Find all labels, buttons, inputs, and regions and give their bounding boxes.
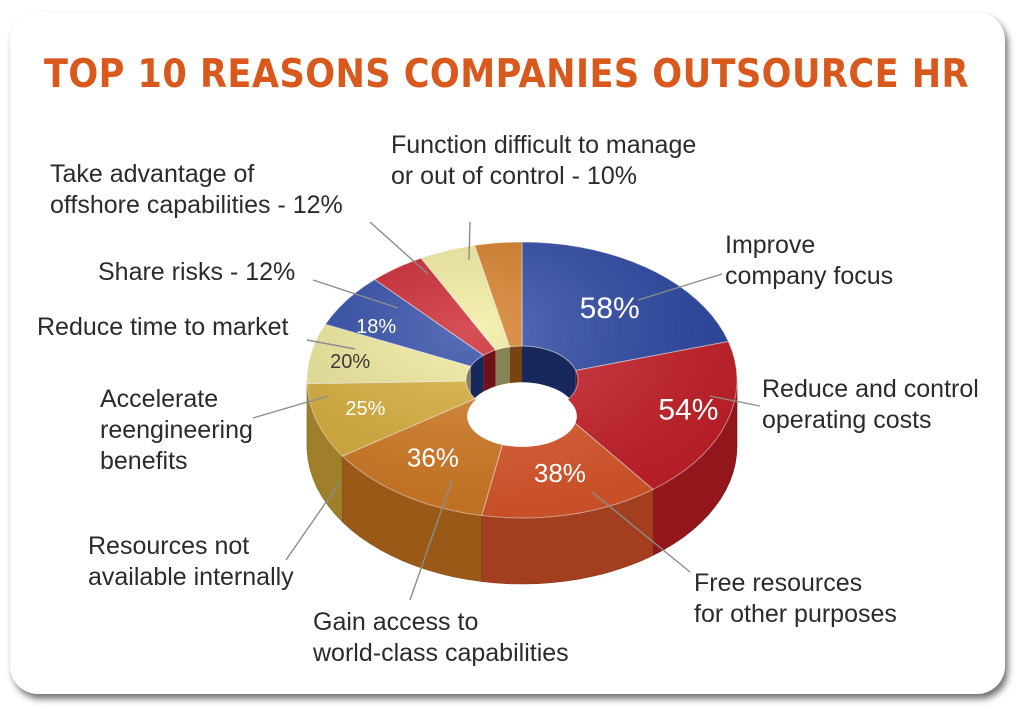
slice-label-2: 54% (658, 394, 718, 427)
slice-inner-wall-8 (483, 350, 496, 392)
chart-title: TOP 10 REASONS COMPANIES OUTSOURCE HR (44, 52, 970, 97)
slice-label-7: 18% (356, 316, 396, 338)
callout-function: Function difficult to manage or out of c… (391, 131, 697, 190)
callout-offshore: Take advantage of offshore capabilities … (50, 160, 343, 219)
callout-resources-not-available: Resources not available internally (88, 532, 294, 591)
callout-gain-access: Gain access to world-class capabilities (313, 608, 569, 667)
slice-label-3: 38% (534, 458, 586, 488)
donut-hole (467, 385, 577, 447)
leader-lines (252, 221, 761, 601)
callout-improve: Improve company focus (725, 231, 894, 290)
callout-share-risks: Share risks - 12% (98, 258, 296, 286)
callout-reduce-costs: Reduce and control operating costs (762, 375, 979, 434)
slice-label-1: 58% (580, 292, 640, 325)
leader-line-3 (591, 491, 691, 573)
donut-top-faces (306, 241, 738, 519)
leader-line-10 (468, 221, 471, 261)
slice-inner-wall-7 (470, 355, 484, 403)
callout-time-to-market: Reduce time to market (37, 313, 289, 341)
leader-line-1 (637, 273, 723, 301)
leader-line-6 (252, 395, 329, 419)
callout-free-resources: Free resources for other purposes (694, 569, 897, 628)
callout-accelerate: Accelerate reengineering benefits (100, 385, 253, 475)
leader-line-5 (285, 481, 341, 561)
slice-label-6: 20% (330, 351, 370, 373)
leader-line-8 (312, 279, 399, 309)
slice-inner-wall-9 (495, 346, 510, 387)
slice-label-5: 25% (345, 398, 385, 420)
donut-highlight (307, 242, 737, 518)
leader-line-4 (409, 479, 453, 601)
leader-line-7 (306, 339, 356, 350)
leader-line-9 (369, 221, 429, 275)
slice-inner-wall-1 (522, 346, 576, 407)
slice-inner-wall-10 (509, 346, 522, 384)
percent-labels: 58% 54% 38% 36% 25% 20% 18% (330, 292, 718, 488)
donut-chart: 58% 54% 38% 36% 25% 20% 18% (252, 221, 761, 601)
slice-label-4: 36% (407, 443, 459, 473)
infographic-card: TOP 10 REASONS COMPANIES OUTSOURCE HR 58… (10, 12, 1005, 694)
leader-line-2 (709, 395, 761, 407)
